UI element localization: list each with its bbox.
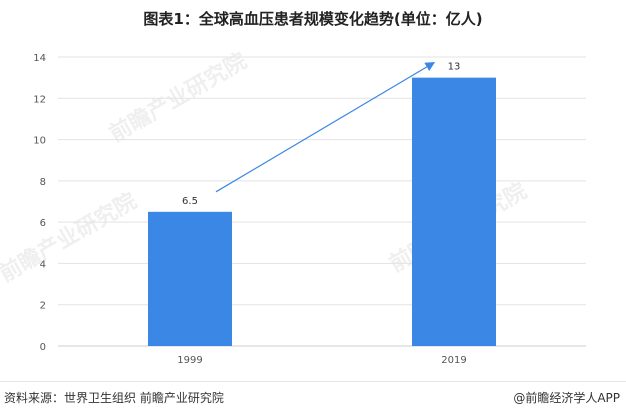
bar-chart: 0 2 4 6 8 10 12 14 1999 6.5 2019 13 xyxy=(33,53,586,366)
bar-2019 xyxy=(412,77,496,347)
x-tick-label: 1999 xyxy=(177,355,202,366)
data-label: 6.5 xyxy=(182,196,198,207)
footer: 资料来源：世界卫生组织 前瞻产业研究院 @前瞻经济学人APP xyxy=(0,381,626,414)
chart-title: 图表1：全球高血压患者规模变化趋势(单位：亿人) xyxy=(143,10,483,28)
y-tick-label: 14 xyxy=(33,53,46,64)
x-tick-label: 2019 xyxy=(441,355,466,366)
y-tick-label: 2 xyxy=(40,301,46,312)
bar-1999 xyxy=(148,211,232,346)
source-note: 资料来源：世界卫生组织 前瞻产业研究院 xyxy=(4,391,224,405)
brand-label: @前瞻经济学人APP xyxy=(513,391,620,405)
y-tick-label: 0 xyxy=(40,342,46,353)
data-label: 13 xyxy=(448,62,461,73)
y-tick-label: 8 xyxy=(40,177,46,188)
trend-arrow xyxy=(215,62,436,193)
y-tick-label: 6 xyxy=(40,218,46,229)
y-tick-label: 4 xyxy=(40,259,46,270)
y-tick-label: 12 xyxy=(33,94,46,105)
y-tick-label: 10 xyxy=(33,136,46,147)
